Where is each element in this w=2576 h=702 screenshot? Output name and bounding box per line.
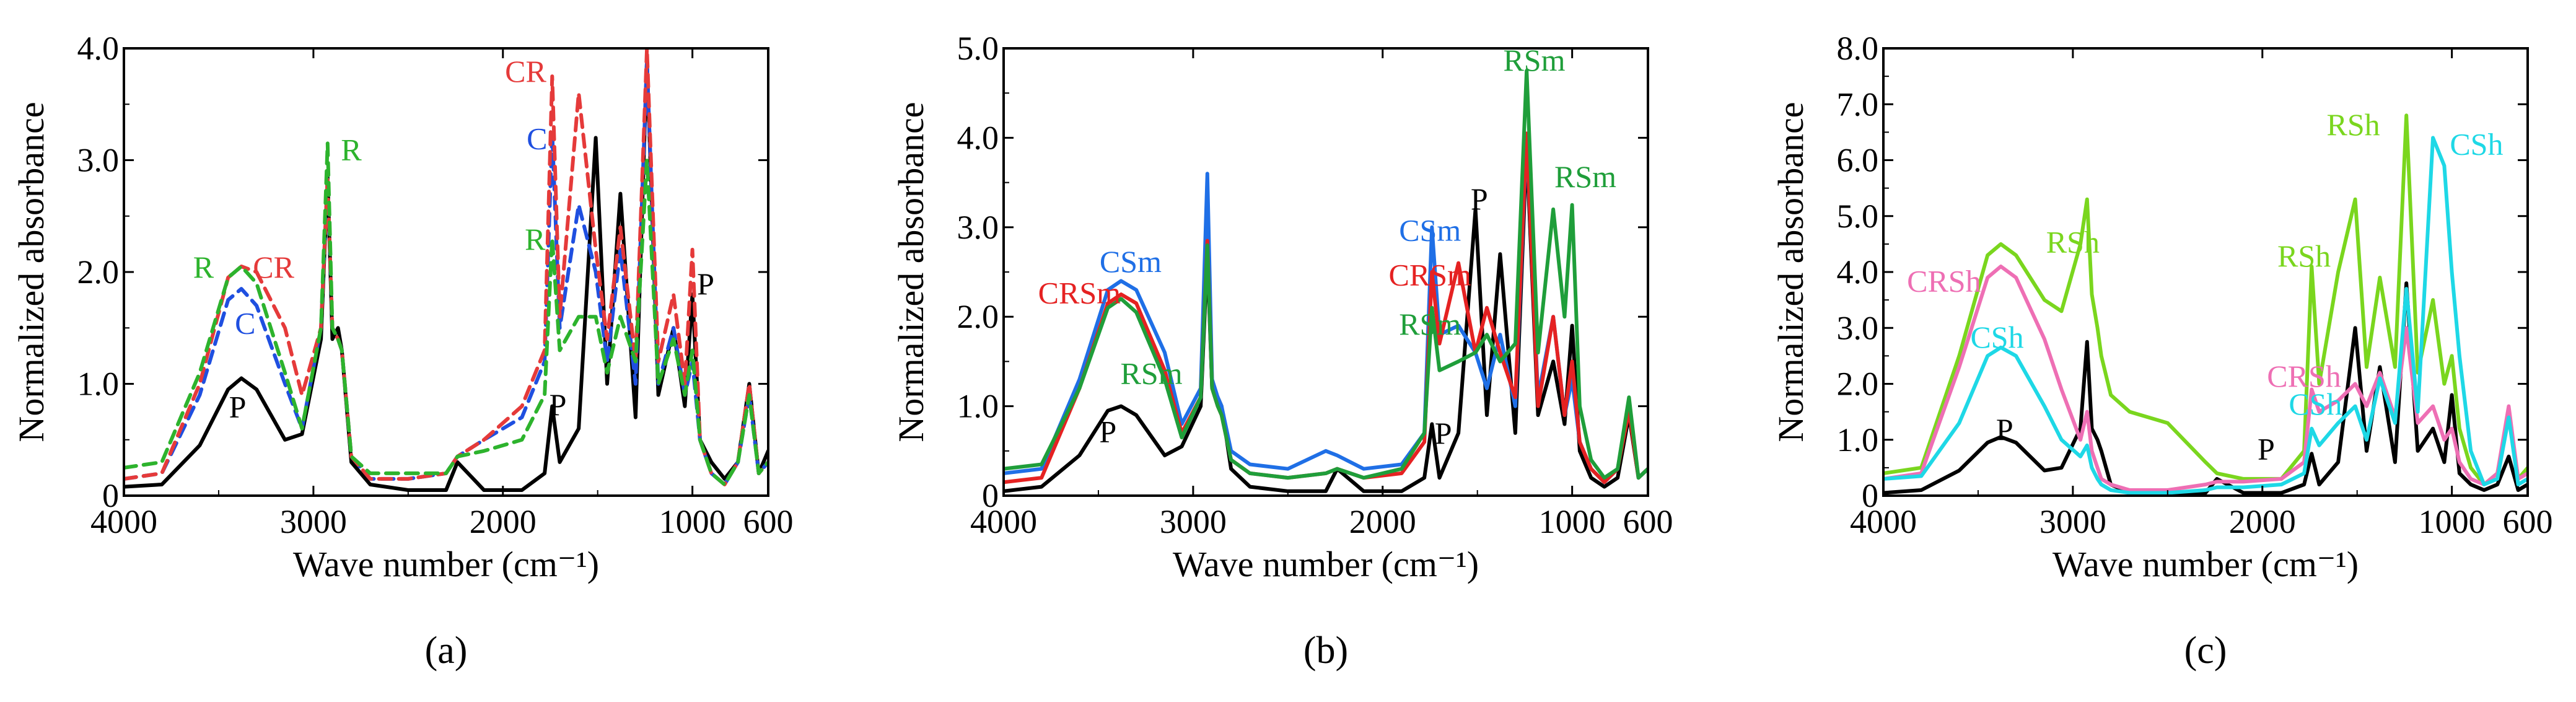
series-group: [1004, 69, 1648, 493]
peak-label: CR: [505, 54, 546, 89]
peak-label: CSm: [1100, 244, 1162, 279]
series-line-csh: [1883, 136, 2528, 495]
panel-caption: (b): [1303, 630, 1348, 672]
y-axis-title: Normalized absorbance: [891, 102, 931, 442]
chart-panel-3: 4000 3000 2000 1000 600 0 1.0 2.0 3.0 4.0 5.0 6.0 7.…: [1771, 30, 2553, 672]
peak-label: R: [193, 250, 214, 284]
series-line-crsm: [1004, 131, 1648, 485]
y-tick-label: 0: [102, 477, 119, 514]
y-tick-label: 2.0: [1837, 366, 1879, 403]
series-line-p: [124, 58, 768, 492]
x-tick-label: 3000: [280, 503, 347, 540]
peak-label: C: [235, 305, 255, 340]
peak-label: RSm: [1399, 307, 1461, 341]
series-group: [1883, 113, 2528, 495]
x-tick-label: 600: [743, 503, 794, 540]
y-tick-label: 1.0: [957, 388, 999, 425]
y-tick-label: 8.0: [1837, 30, 1879, 67]
x-tick-label: 4000: [1850, 503, 1917, 540]
series-line-c: [124, 58, 768, 486]
series-line-rsh: [1883, 113, 2528, 486]
peak-label: C: [527, 121, 547, 156]
peak-label: RSm: [1121, 356, 1183, 391]
series-line-p: [1883, 281, 2528, 495]
series-line-rsm: [1004, 69, 1648, 480]
x-axis-title: Wave number (cm⁻¹): [2052, 544, 2359, 584]
x-tick-label: 1000: [659, 503, 726, 540]
x-axis-title: Wave number (cm⁻¹): [293, 544, 599, 584]
chart-panel-2: 4000 3000 2000 1000 60001.02.03.04.05.0CSmCR…: [891, 30, 1673, 672]
peak-label: P: [1996, 412, 2013, 447]
y-tick-label: 2.0: [957, 298, 999, 335]
y-axis-title: Normalized absorbance: [1771, 102, 1811, 442]
panel-caption: (a): [425, 630, 468, 672]
y-tick-label: 3.0: [77, 142, 120, 179]
peak-label: CSm: [1399, 213, 1461, 247]
peak-label: RSm: [1503, 43, 1565, 77]
series-group: [124, 48, 768, 492]
y-tick-label: 2.0: [77, 253, 120, 291]
peak-label: R: [341, 133, 362, 167]
y-tick-label: 5.0: [957, 30, 999, 67]
peak-label: P: [1435, 416, 1452, 450]
plot-frame: [123, 47, 769, 497]
x-tick-label: 2000: [2229, 503, 2296, 540]
x-tick-label: 3000: [2039, 503, 2106, 540]
x-tick-label: 4000: [970, 503, 1037, 540]
x-tick-label: 4000: [90, 503, 157, 540]
peak-label: CSh: [2289, 387, 2342, 421]
peak-label: P: [1099, 414, 1116, 449]
peak-label: P: [697, 266, 714, 301]
peak-label: CR: [253, 250, 294, 284]
x-tick-label: 1000: [1539, 503, 1606, 540]
panel-caption: (c): [2184, 630, 2227, 672]
x-tick-label: 2000: [470, 503, 537, 540]
series-line-cr: [124, 48, 768, 486]
peak-label: CRSh: [2267, 359, 2341, 393]
peak-label: RSm: [1554, 159, 1616, 194]
y-tick-label: 1.0: [1837, 421, 1879, 458]
y-tick-label: 3.0: [957, 209, 999, 246]
peak-label: CSh: [1970, 320, 2023, 354]
peak-label: R: [525, 222, 546, 257]
y-tick-label: 4.0: [957, 119, 999, 156]
series-line-crsh: [1883, 265, 2528, 492]
x-tick-label: 3000: [1160, 503, 1227, 540]
peak-label: CRSm: [1389, 258, 1472, 292]
peak-label: RSh: [2327, 107, 2380, 142]
y-axis-title: Normalized absorbance: [11, 102, 51, 442]
x-axis-title: Wave number (cm⁻¹): [1173, 544, 1479, 584]
peak-label: RSh: [2277, 239, 2331, 273]
y-tick-label: 0: [982, 477, 999, 514]
y-tick-label: 3.0: [1837, 309, 1879, 346]
y-tick-label: 5.0: [1837, 198, 1879, 235]
series-line-r: [124, 141, 768, 486]
x-tick-label: 2000: [1349, 503, 1416, 540]
y-tick-label: 6.0: [1837, 142, 1879, 179]
y-tick-label: 4.0: [1837, 253, 1879, 291]
y-tick-label: 1.0: [77, 366, 120, 403]
peak-label: P: [550, 387, 567, 422]
y-tick-label: 4.0: [77, 30, 120, 67]
peak-label: CSh: [2450, 126, 2503, 161]
peak-label: P: [2258, 431, 2275, 466]
y-tick-label: 7.0: [1837, 86, 1879, 123]
peak-label: CRSm: [1038, 276, 1121, 310]
peak-label: P: [229, 390, 247, 424]
peak-label: RSh: [2046, 224, 2100, 259]
peak-label: CRSh: [1907, 264, 1981, 299]
x-tick-label: 1000: [2419, 503, 2486, 540]
peak-label: P: [1471, 182, 1488, 216]
x-tick-label: 600: [1623, 503, 1673, 540]
x-tick-label: 600: [2503, 503, 2553, 540]
y-tick-label: 0: [1862, 477, 1878, 514]
